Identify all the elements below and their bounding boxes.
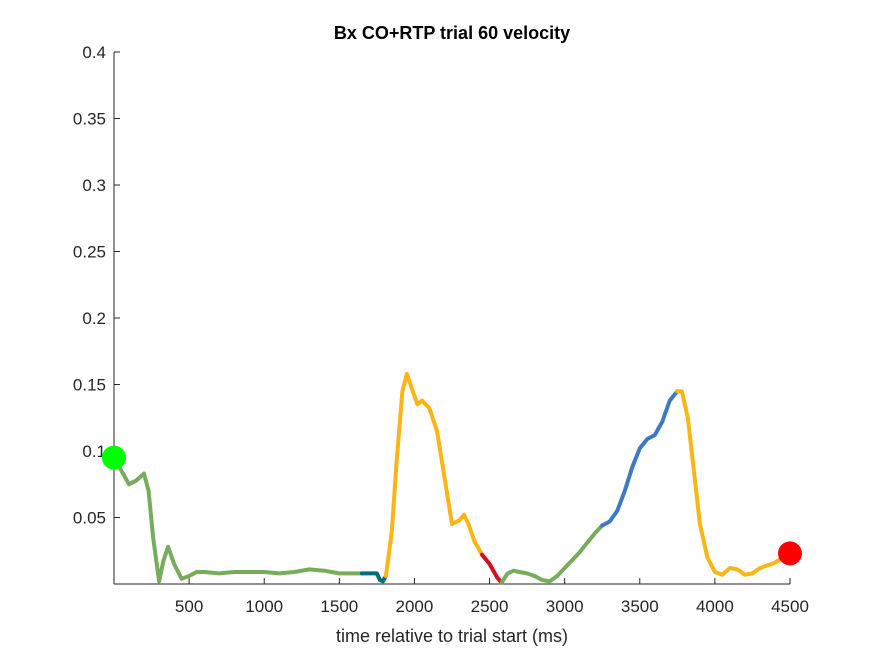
x-tick-label: 2500 [471,597,509,616]
velocity-segment-6 [600,389,680,528]
x-tick-label: 2000 [396,597,434,616]
y-ticks: 0.05 0.1 0.15 0.2 0.25 0.3 0.35 0.4 [73,43,120,528]
x-tick-label: 4500 [771,597,809,616]
x-tick-label: 4000 [696,597,734,616]
start-marker [102,445,126,470]
plot-lines [112,371,792,585]
y-tick-label: 0.2 [82,309,106,328]
plot-markers [102,445,802,566]
y-tick-label: 0.25 [73,243,106,262]
y-tick-label: 0.1 [82,442,106,461]
x-tick-label: 500 [175,597,203,616]
velocity-segment-7 [675,389,792,577]
end-marker [778,541,802,566]
y-tick-label: 0.35 [73,110,106,129]
x-axis-label: time relative to trial start (ms) [336,626,568,646]
y-tick-label: 0.4 [82,43,106,62]
x-tick-label: 3000 [546,597,584,616]
chart-title: Bx CO+RTP trial 60 velocity [334,23,570,43]
y-tick-label: 0.05 [73,509,106,528]
velocity-segment-2 [359,571,388,584]
y-tick-label: 0.3 [82,176,106,195]
x-tick-label: 1000 [245,597,283,616]
velocity-segment-4 [480,552,504,585]
x-tick-label: 3500 [621,597,659,616]
velocity-segment-5 [499,523,605,585]
x-ticks: 500 1000 1500 2000 2500 3000 3500 4000 4500 [175,578,809,616]
y-tick-label: 0.15 [73,376,106,395]
x-tick-label: 1500 [320,597,358,616]
velocity-segment-1 [112,455,364,584]
velocity-segment-3 [383,371,484,578]
